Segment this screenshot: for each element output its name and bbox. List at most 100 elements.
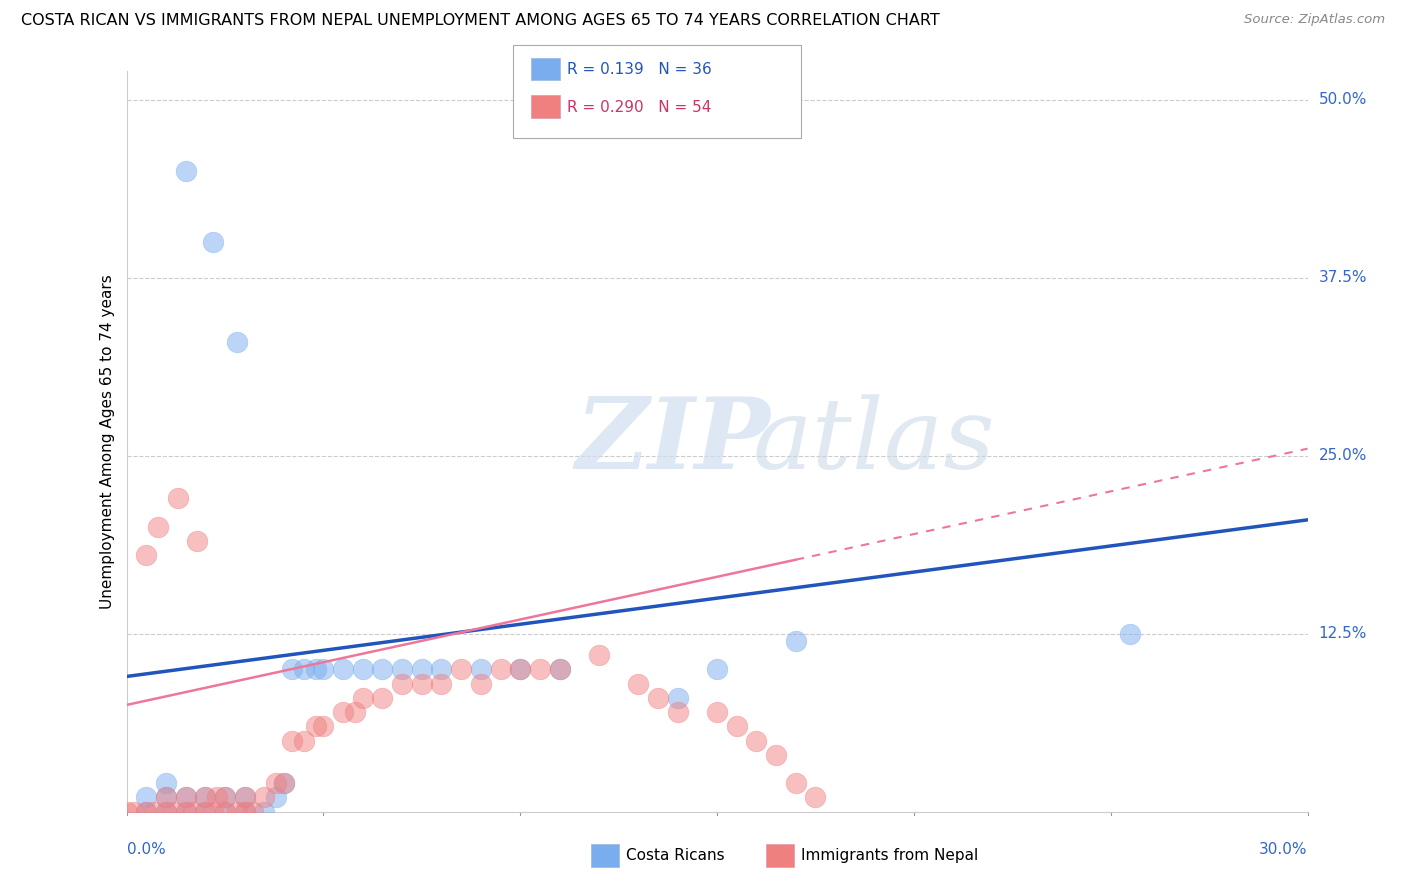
Y-axis label: Unemployment Among Ages 65 to 74 years: Unemployment Among Ages 65 to 74 years (100, 274, 115, 609)
Point (281, 662, 304, 676)
Point (627, 676, 650, 690)
Point (163, 805, 186, 819)
Point (706, 705, 728, 719)
Point (666, 705, 689, 719)
Text: COSTA RICAN VS IMMIGRANTS FROM NEPAL UNEMPLOYMENT AMONG AGES 65 TO 74 YEARS CORR: COSTA RICAN VS IMMIGRANTS FROM NEPAL UNE… (21, 13, 939, 29)
Point (391, 662, 413, 676)
Point (174, 790, 197, 805)
Point (725, 719, 748, 733)
Point (264, 776, 287, 790)
Point (391, 676, 413, 690)
Point (135, 549, 157, 563)
Point (273, 776, 295, 790)
Text: 50.0%: 50.0% (1319, 93, 1367, 107)
Point (411, 676, 433, 690)
Point (264, 790, 287, 805)
Point (352, 662, 374, 676)
Point (135, 805, 157, 819)
Point (202, 235, 225, 250)
Point (332, 705, 354, 719)
Point (194, 805, 217, 819)
Text: ZIP: ZIP (575, 393, 770, 490)
Text: R = 0.139   N = 36: R = 0.139 N = 36 (567, 62, 711, 77)
Point (135, 805, 157, 819)
Point (312, 662, 335, 676)
Point (174, 790, 197, 805)
Point (292, 733, 315, 747)
Point (706, 662, 728, 676)
Point (548, 662, 571, 676)
Point (233, 805, 256, 819)
Text: 30.0%: 30.0% (1260, 842, 1308, 857)
Point (174, 164, 197, 178)
Point (214, 805, 236, 819)
Point (509, 662, 531, 676)
Point (352, 690, 374, 705)
Point (124, 805, 146, 819)
Text: 25.0%: 25.0% (1319, 449, 1367, 463)
Point (281, 733, 304, 747)
Point (155, 805, 177, 819)
Point (174, 805, 197, 819)
Point (785, 776, 807, 790)
Point (194, 790, 217, 805)
Text: 0.0%: 0.0% (127, 842, 166, 857)
Point (765, 747, 787, 762)
Text: 12.5%: 12.5% (1319, 626, 1367, 641)
Point (233, 790, 256, 805)
Point (214, 790, 236, 805)
Point (292, 662, 315, 676)
Point (588, 648, 610, 662)
Point (332, 662, 354, 676)
Point (155, 805, 177, 819)
Point (343, 705, 366, 719)
Text: Immigrants from Nepal: Immigrants from Nepal (801, 848, 979, 863)
Point (155, 790, 177, 805)
Point (1119, 626, 1142, 640)
Point (242, 805, 264, 819)
Text: atlas: atlas (752, 394, 995, 489)
Point (529, 662, 551, 676)
Point (135, 790, 157, 805)
Point (253, 790, 276, 805)
Point (194, 805, 217, 819)
Point (804, 790, 827, 805)
Point (489, 662, 512, 676)
Point (205, 790, 228, 805)
Point (155, 776, 177, 790)
Point (253, 805, 276, 819)
Point (470, 662, 492, 676)
Point (233, 805, 256, 819)
Point (186, 534, 208, 549)
Point (143, 805, 166, 819)
Point (509, 662, 531, 676)
Point (666, 690, 689, 705)
Point (450, 662, 472, 676)
Point (430, 676, 453, 690)
Point (745, 733, 768, 747)
Point (273, 776, 295, 790)
Point (304, 719, 326, 733)
Point (115, 805, 138, 819)
Point (371, 662, 394, 676)
Point (183, 805, 205, 819)
Point (214, 805, 236, 819)
Point (647, 690, 669, 705)
Point (174, 805, 197, 819)
Point (430, 662, 453, 676)
Point (371, 690, 394, 705)
Point (214, 790, 236, 805)
Text: Costa Ricans: Costa Ricans (626, 848, 724, 863)
Point (470, 676, 492, 690)
Point (312, 719, 335, 733)
Point (304, 662, 326, 676)
Point (194, 790, 217, 805)
Point (233, 790, 256, 805)
Point (155, 790, 177, 805)
Point (146, 520, 169, 534)
Text: R = 0.290   N = 54: R = 0.290 N = 54 (567, 100, 711, 114)
Point (225, 805, 247, 819)
Text: 37.5%: 37.5% (1319, 270, 1367, 285)
Point (166, 491, 188, 506)
Point (225, 334, 247, 349)
